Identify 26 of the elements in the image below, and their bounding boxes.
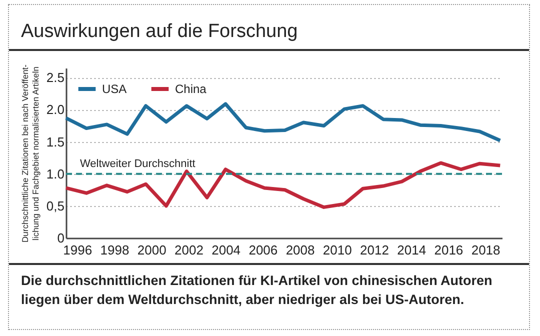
y-tick-label: 0: [57, 230, 64, 246]
x-tick-label: 2006: [248, 242, 278, 258]
y-tick-label: 1.0: [46, 166, 64, 182]
chart-title: Auswirkungen auf die Forschung: [21, 21, 298, 43]
y-tick-label: 2.5: [46, 70, 64, 86]
y-tick-label: 2.0: [46, 102, 64, 118]
x-tick-label: 2012: [360, 242, 389, 258]
ref-line-label: Weltweiter Durchschnitt: [80, 158, 196, 170]
legend-label: China: [175, 82, 207, 96]
x-tick-label: 2004: [212, 242, 241, 258]
x-tick-label: 1998: [100, 242, 130, 258]
x-tick-label: 2008: [286, 242, 315, 258]
legend-label: USA: [102, 82, 127, 96]
x-tick-label: 2010: [322, 242, 352, 258]
y-axis-title: Durchschnittliche Zitationen bei nach Veröffent- lichung und Fachgebiet normalisierten Artikeln: [20, 64, 40, 242]
y-tick-label: 1.5: [46, 134, 64, 150]
x-tick-label: 1996: [63, 242, 92, 258]
line-series: [64, 102, 502, 142]
x-tick-label: 2000: [137, 242, 166, 258]
x-tick-label: 2018: [471, 242, 500, 258]
x-tick-label: 2016: [434, 242, 464, 258]
x-tick-label: 2002: [174, 242, 204, 258]
y-tick-label: 0,5: [46, 198, 64, 214]
line-series: [64, 161, 502, 209]
x-tick-label: 2014: [397, 242, 426, 258]
text: Die durchschnittlichen Zitationen für KI-Artikel von chinesischen Autoren liegen über dem Weltdurchschnitt, aber niedriger als bei US-Autoren.: [21, 272, 494, 309]
